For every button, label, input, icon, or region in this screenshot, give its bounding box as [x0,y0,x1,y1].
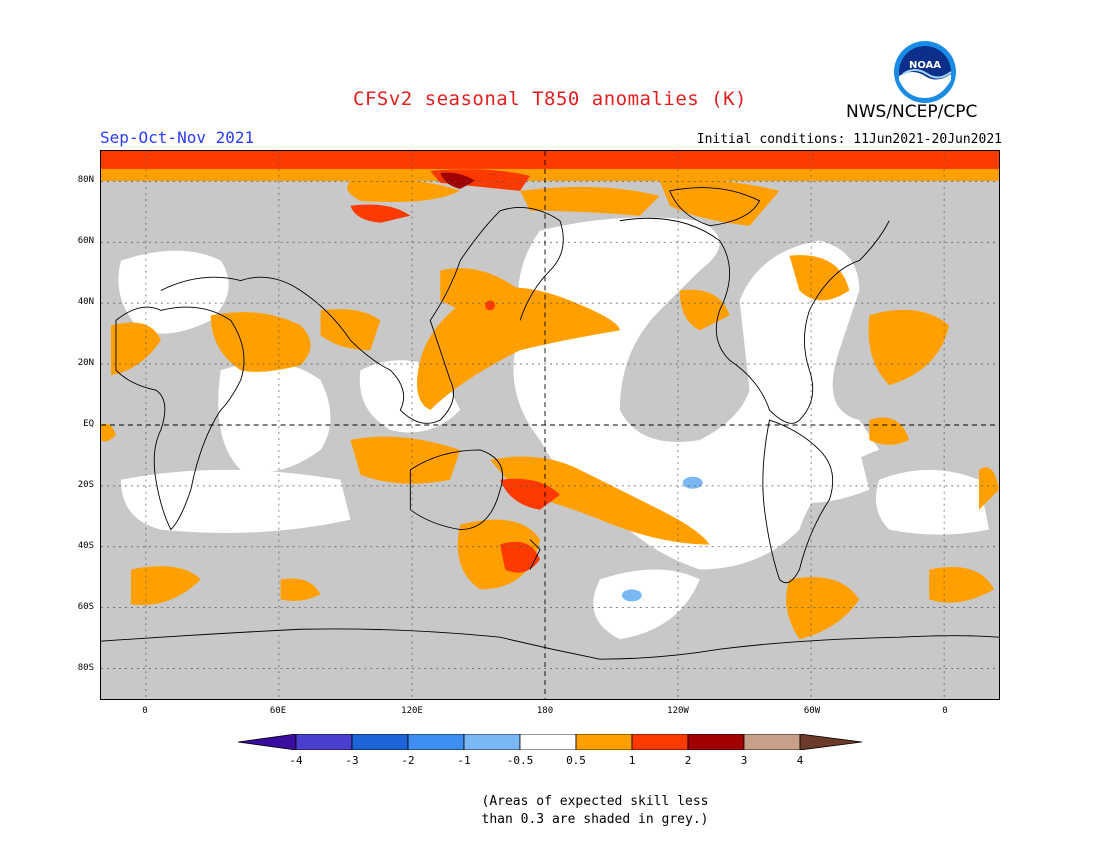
colorbar-label-2: 2 [684,754,692,767]
north-america-coastline [619,217,890,424]
noaa-logo-text: NOAA [909,60,941,71]
lat-label-eq: EQ [83,419,94,429]
colorbar-segment-1-2 [631,734,689,750]
lat-label-80n: 80N [77,175,94,185]
lon-label-60e: 60E [269,706,287,716]
colorbar-label-m4: -4 [289,754,303,767]
lat-label-20s: 20S [77,480,94,490]
lon-label-0-east: 0 [942,706,948,716]
equator-and-dateline [101,151,999,699]
agency-label: NWS/NCEP/CPC [846,102,978,122]
lon-label-120e: 120E [401,706,423,716]
lat-label-60n: 60N [77,236,94,246]
lat-label-80s: 80S [77,663,94,673]
colorbar-label-1: 1 [628,754,636,767]
lat-label-20n: 20N [77,358,94,368]
colorbar-segment-m3-m2 [351,734,409,750]
colorbar-label-3: 3 [740,754,748,767]
colorbar-label-m2: -2 [401,754,415,767]
eurasia-coastline [160,207,564,424]
colorbar-segment-lt-4 [238,734,297,750]
lat-label-40n: 40N [77,297,94,307]
season-label: Sep-Oct-Nov 2021 [100,128,255,147]
colorbar-segment-m4-m3 [295,734,353,750]
colorbar-segment-m2-m1 [407,734,465,750]
colorbar-segment-m1-m05 [463,734,521,750]
colorbar-label-4: 4 [796,754,804,767]
graticule [101,151,999,699]
lat-label-60s: 60S [77,602,94,612]
noaa-logo: NOAA [894,41,956,103]
very-strong-warm-anomaly [440,172,476,189]
colorbar-label-05: 0.5 [566,754,586,767]
lon-label-60w: 60W [803,706,821,716]
greenland-coastline [669,187,761,227]
colorbar-label-m05: -0.5 [506,754,534,767]
coastlines [101,187,999,660]
colorbar-segment-m05-05 [519,734,577,750]
colorbar-label-m3: -3 [345,754,359,767]
map-title: CFSv2 seasonal T850 anomalies (K) [353,88,747,110]
lat-label-40s: 40S [77,541,94,551]
skill-note-line-1: (Areas of expected skill less [481,794,709,809]
africa-coastline [115,306,245,531]
lon-label-0: 0 [142,706,148,716]
skill-note-line-2: than 0.3 are shaded in grey.) [481,812,709,827]
new-zealand-coastline [529,539,541,570]
colorbar-label-m1: -1 [457,754,471,767]
lon-label-120w: 120W [667,706,689,716]
colorbar-segment-2-3 [687,734,745,750]
anomaly-map [100,150,1000,700]
colorbar [238,734,862,750]
lon-label-180: 180 [536,706,554,716]
initial-conditions-label: Initial conditions: 11Jun2021-20Jun2021 [696,132,1002,147]
colorbar-segment-05-1 [575,734,633,750]
australia-coastline [409,449,504,531]
colorbar-segment-3-4 [743,734,801,750]
colorbar-segment-gt-4 [799,734,862,750]
antarctica-coastline [101,628,999,660]
south-america-coastline [762,419,834,584]
